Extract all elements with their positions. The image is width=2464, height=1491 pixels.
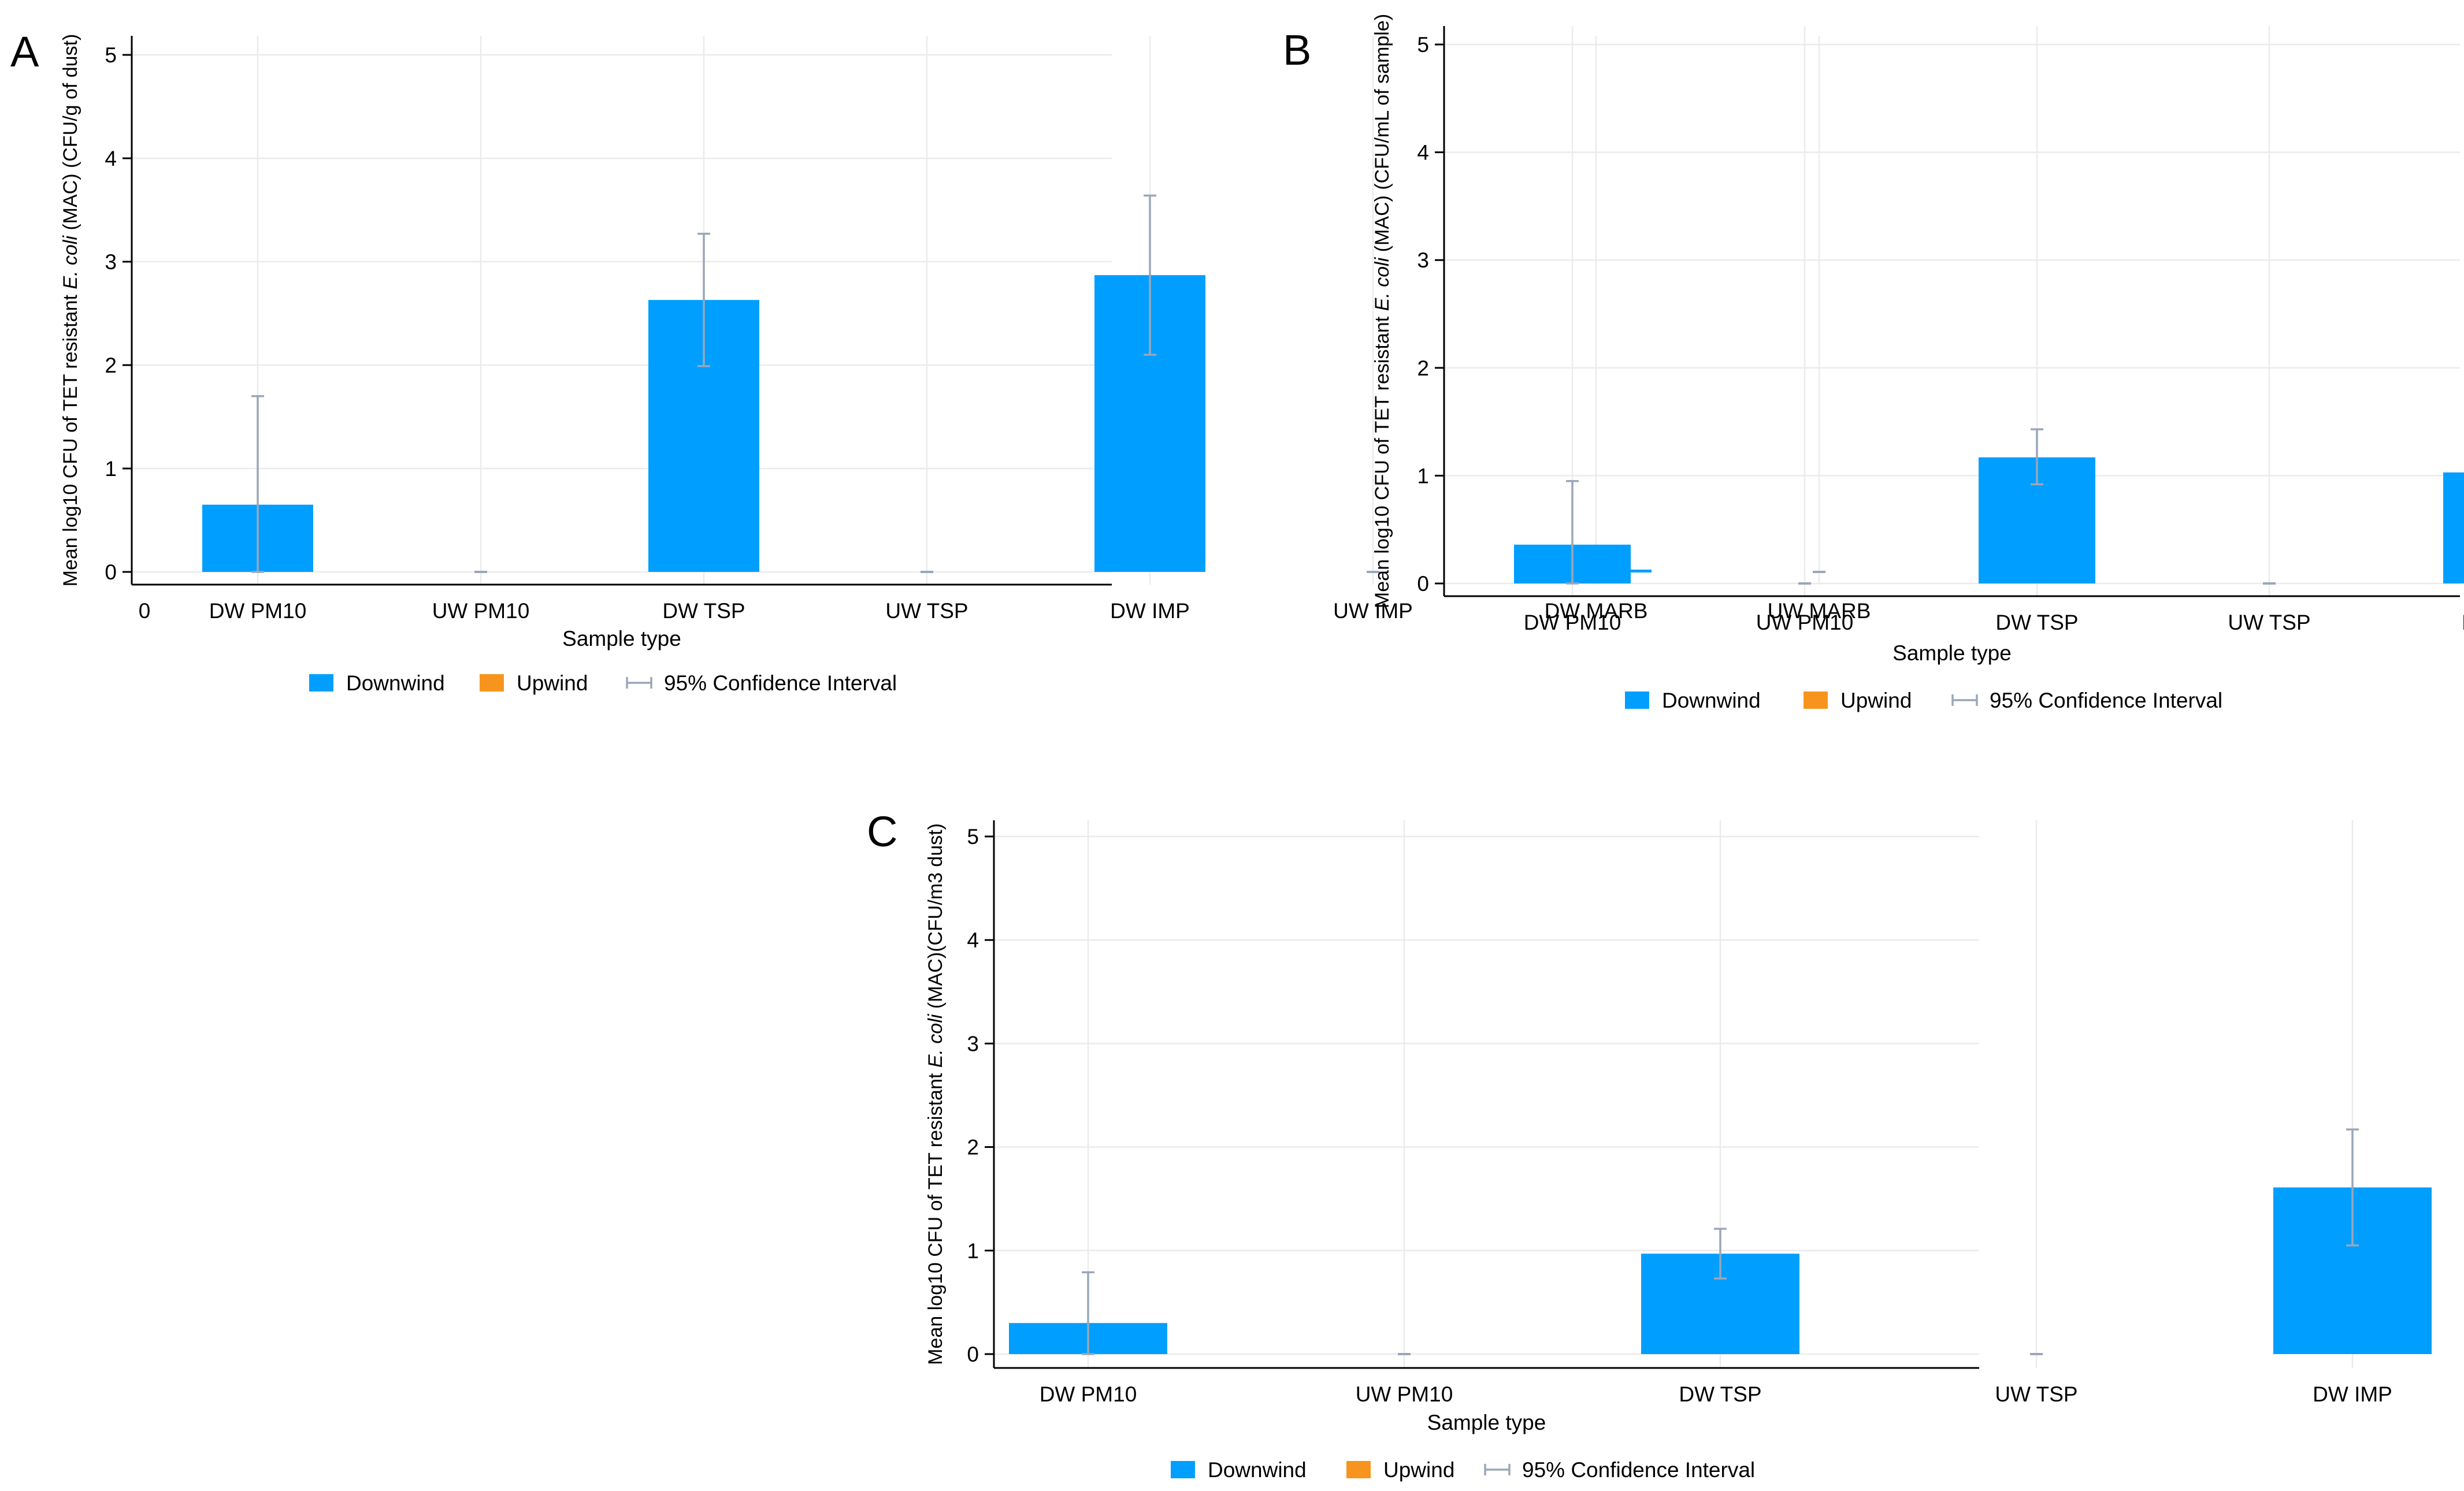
gridlines [1444,26,2460,596]
x-tick-label: DW IMP [1110,599,1190,623]
legend: Downwind Upwind 95% Confidence Interval [1625,689,2222,712]
y-axis-title-part: Mean log10 CFU of TET resistant [60,289,81,587]
panel-letter: A [10,28,39,76]
x-tick-label: UW TSP [2228,611,2310,634]
legend-label-ci: 95% Confidence Interval [1522,1458,1755,1482]
x-axis-title: Sample type [1427,1411,1546,1434]
y-axis-title-part: E. coli [1371,256,1393,311]
y-tick-label: 1 [105,457,117,481]
bar-dw-imp [2443,472,2464,583]
legend-label-upwind: Upwind [1383,1458,1454,1482]
y-axis-title: Mean log10 CFU of TET resistant E. coli … [60,34,81,587]
y-axis-title-part: E. coli [60,235,81,289]
x-tick-label: UW TSP [1995,1382,2077,1406]
y-tick-label: 0 [1417,572,1429,596]
legend-label-downwind: Downwind [1662,689,1761,712]
legend-swatch-downwind [1171,1461,1195,1478]
gridlines [132,36,1820,585]
chart-panel-c: C 0 1 2 3 4 5 DW PM10 UW PM10 DW TSP UW TSP DW IMP U… [867,808,2432,1482]
y-tick-label: 5 [1417,33,1429,57]
ci-whisker [251,395,264,573]
y-tick-label: 3 [1417,248,1429,272]
x-tick-label: DW TSP [1995,611,2078,634]
x-tick-label: UW MARB [1768,599,1871,623]
y-tick-label: 1 [1417,464,1429,488]
y-tick-label: 4 [967,928,979,952]
x-tick-label: DW TSP [1679,1382,1761,1406]
x-tick-label: DW MARB [1545,599,1648,623]
legend-swatch-upwind [1346,1461,1371,1478]
panel-letter: B [1283,26,1311,74]
y-tick-label: 0 [105,560,117,584]
legend: Downwind Upwind 95% Confidence Interval [1171,1458,1755,1482]
legend-label-downwind: Downwind [346,671,445,695]
x-tick-label: DW PM10 [209,599,307,623]
y-tick-label: 5 [105,43,117,67]
y-axis-title: Mean log10 CFU of TET resistant E. coli … [1371,14,1393,608]
y-tick-label: 4 [1417,141,1429,165]
y-axis-title: Mean log10 CFU of TET resistant E. coli … [925,823,947,1365]
y-axis-title-part: (MAC) (CFU/g of dust) [60,34,81,236]
y-axis-title-part: E. coli [925,1013,947,1068]
legend-swatch-upwind [480,674,504,691]
legend-label-ci: 95% Confidence Interval [664,671,897,695]
x-axis-title: Sample type [1892,641,2012,665]
y-tick-label: 3 [105,250,117,274]
ci-whisker [1144,194,1156,356]
ci-whisker [2031,428,2043,486]
y-tick-label: 1 [967,1239,979,1263]
chart-panel-b: B 0 1 2 3 4 5 DW PM10 UW PM10 DW TSP UW TSP DW IMP U… [1283,14,2464,712]
x-tick-label: UW IMP [1333,599,1413,623]
y-tick-label: 2 [967,1136,979,1159]
y-axis-title-part: (MAC) (CFU/mL of sample) [1371,14,1393,258]
x-tick-label: UW PM10 [1356,1382,1453,1406]
legend-label-upwind: Upwind [517,671,588,695]
legend-swatch-upwind [1804,691,1828,709]
legend-swatch-downwind [1625,691,1649,709]
y-axis-title-part: (MAC)(CFU/m3 dust) [925,823,947,1014]
y-axis-title-part: Mean log10 CFU of TET resistant [925,1068,947,1365]
x-tick-label: DW IMP [2313,1382,2392,1406]
panel-letter: C [867,808,897,856]
legend-swatch-downwind [309,674,333,691]
y-tick-label: 2 [105,354,117,377]
x-origin-tick-label: 0 [139,599,151,623]
ci-whisker [1714,1228,1727,1280]
y-tick-label: 0 [967,1343,979,1366]
y-tick-label: 5 [967,825,979,849]
ci-whisker [2346,1128,2359,1247]
legend-label-downwind: Downwind [1208,1458,1307,1482]
legend: Downwind Upwind 95% Confidence Interval [309,671,897,695]
y-axis-title-part: Mean log10 CFU of TET resistant [1371,311,1393,608]
x-tick-label: DW PM10 [1040,1382,1137,1406]
x-tick-label: DW IMP [2462,611,2464,634]
legend-label-ci: 95% Confidence Interval [1990,689,2222,712]
x-tick-label: UW PM10 [1756,611,1854,634]
y-tick-label: 3 [967,1032,979,1055]
x-tick-label: DW PM10 [1524,611,1621,634]
y-tick-label: 4 [105,147,117,170]
legend-label-upwind: Upwind [1840,689,1912,712]
x-tick-label: UW TSP [885,599,968,623]
chart-panel-a: A 0 1 2 3 4 5 0 DW PM10 UW PM10 DW TSP UW TSP DW IMP… [10,28,1871,695]
x-tick-label: UW PM10 [432,599,530,623]
ci-whisker [1082,1271,1094,1355]
y-tick-label: 2 [1417,356,1429,380]
x-tick-label: DW TSP [662,599,745,623]
ci-whisker [1566,479,1579,585]
x-axis-title: Sample type [562,627,681,650]
ci-whisker [697,232,710,367]
